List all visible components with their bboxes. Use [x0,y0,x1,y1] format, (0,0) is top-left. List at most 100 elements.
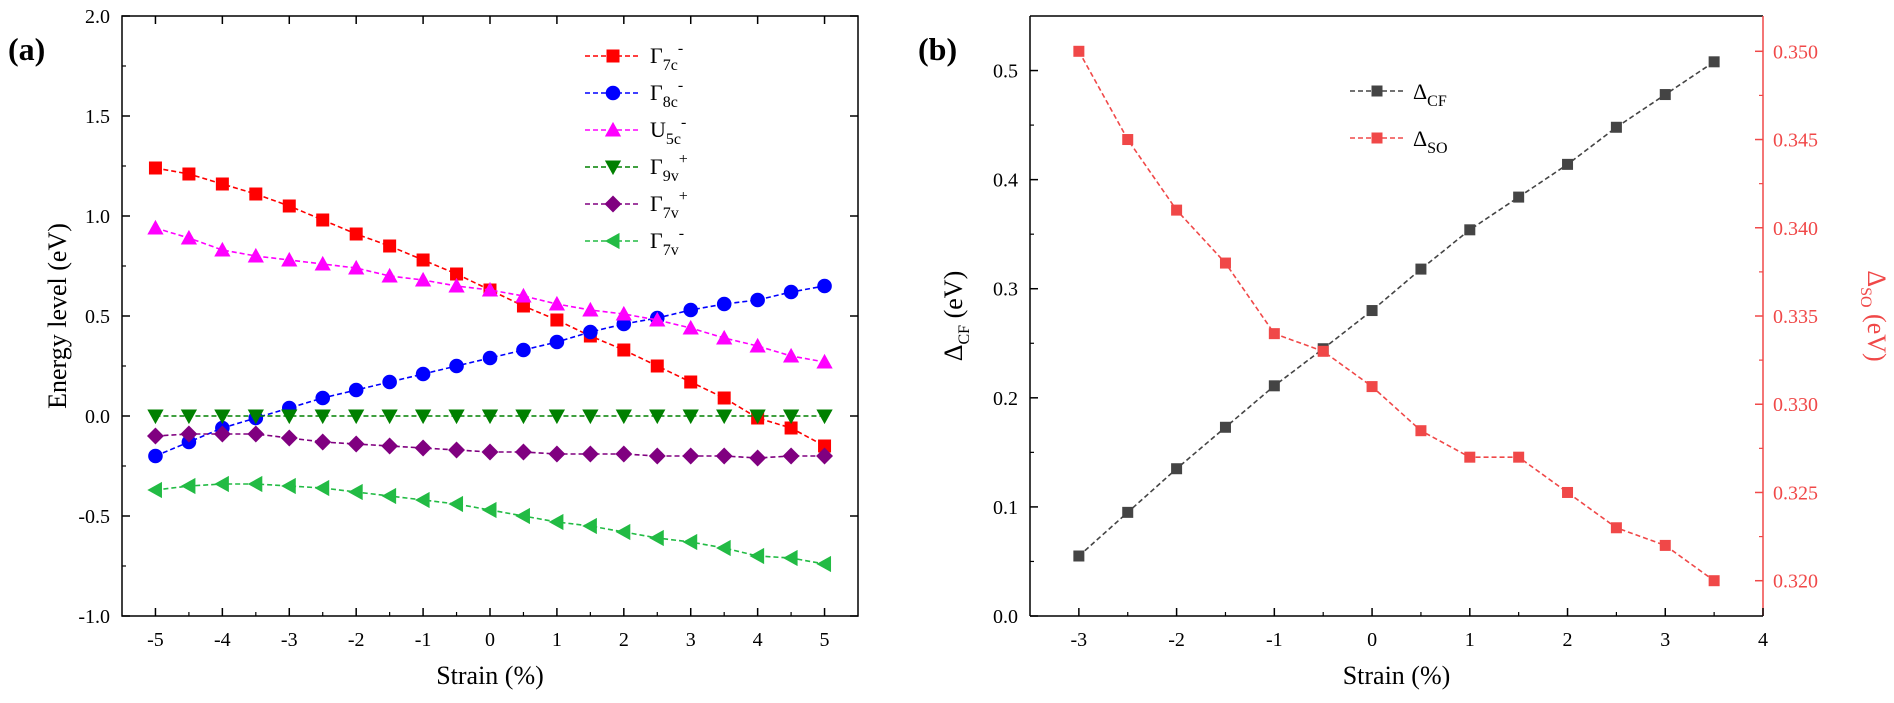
y-tick-label: 0.0 [993,606,1018,628]
data-point [1464,224,1476,236]
data-point [782,409,800,425]
legend-label: Γ7c- [650,40,683,74]
data-point [314,479,330,497]
series-3 [147,409,833,425]
data-point [414,439,432,457]
data-point [448,441,465,459]
legend-marker [1371,85,1383,97]
data-point [448,409,465,425]
data-point [348,259,365,275]
data-point [281,409,298,425]
y2-tick-label: 0.320 [1773,571,1818,593]
data-point [649,311,666,327]
y-tick-label: 1.5 [85,106,110,128]
data-point [247,409,264,425]
data-point [214,409,231,425]
data-point [348,409,365,425]
data-point [1317,345,1329,357]
data-point [348,382,364,398]
data-point [615,409,632,425]
data-point [1708,575,1720,587]
data-point [617,343,631,357]
data-point [1562,158,1574,170]
y-tick-label: 2.0 [85,6,110,28]
data-point [314,255,331,271]
data-point [381,409,398,425]
data-point [683,302,699,318]
data-point [316,213,330,227]
data-point [147,427,164,445]
legend: Γ7c-Γ8c-U5c-Γ9v+Γ7v+Γ7v- [585,40,688,259]
data-point [548,295,566,311]
legend-label: U5c- [650,114,686,148]
data-point [583,324,598,340]
data-point [1122,134,1134,146]
x-tick-label: 1 [552,629,562,651]
y-tick-label: 0.5 [993,61,1018,83]
x-tick-label: 2 [1563,629,1573,651]
panel-b-chart: -3 -2 -1 0 1 2 3 4 0.0 0.1 0.2 0.3 0.4 0.5 0.320 0.325 0… [918,15,1891,690]
data-point [381,437,399,455]
legend-label: Γ8c- [650,77,683,111]
series-line [155,285,825,457]
x-tick-label: 5 [820,629,830,651]
data-point [481,443,499,461]
y-tick-label: 0.4 [993,170,1018,192]
data-point [615,523,631,541]
data-point [1073,550,1085,562]
legend-label: ΔCF [1413,79,1447,110]
legend-marker [604,121,622,137]
x-tick-label: -5 [147,629,164,651]
y2-tick-label: 0.325 [1773,482,1818,504]
data-point [582,409,599,425]
data-point [515,507,530,525]
x-tick-label: -3 [1071,629,1088,651]
data-point [450,267,464,281]
data-point [716,329,733,345]
x-tick-label: 2 [619,629,629,651]
data-point [1415,425,1427,437]
data-point [481,501,497,519]
x-tick-label: -3 [281,629,298,651]
x-tick-label: 3 [1660,629,1670,651]
data-point [1122,506,1134,518]
legend-marker [604,195,622,213]
data-point [684,375,698,389]
series-line [155,167,825,447]
data-point [515,409,532,425]
data-point [148,448,163,464]
data-point [550,313,564,327]
y-tick-label: 0.0 [85,406,110,428]
panel-a-chart: -5 -4 -3 -2 -1 0 1 2 3 4 5 -1.0 -0.5 0.0 0.5 1.0 1.5 2.0 S… [8,6,859,690]
y-tick-label: 0.5 [85,306,110,328]
data-point [315,390,331,406]
panel-label-b: (b) [918,31,957,67]
x-tick-label: 0 [1367,629,1377,651]
series-line [1078,61,1715,557]
legend-marker [604,160,622,176]
data-point [348,483,363,501]
data-point [682,319,699,335]
x-tick-label: -4 [214,629,231,651]
data-point [784,421,798,435]
y-tick-label: -1.0 [78,606,110,628]
data-point [249,187,263,201]
legend-marker [604,232,620,250]
data-point [281,477,296,495]
data-point [314,433,332,451]
data-point [214,241,231,257]
data-point [817,278,832,294]
data-point [1171,463,1183,475]
y-tick-label: 1.0 [85,206,110,228]
plot-area-frame [121,15,859,617]
legend-label: ΔSO [1413,126,1448,157]
data-point [682,409,699,425]
legend: ΔCF ΔSO [1350,79,1448,157]
data-point [749,547,765,565]
series-1 [148,278,832,464]
data-point [649,409,666,425]
legend-marker [605,85,621,101]
y2-tick-label: 0.350 [1773,41,1818,63]
data-point [1513,451,1525,463]
